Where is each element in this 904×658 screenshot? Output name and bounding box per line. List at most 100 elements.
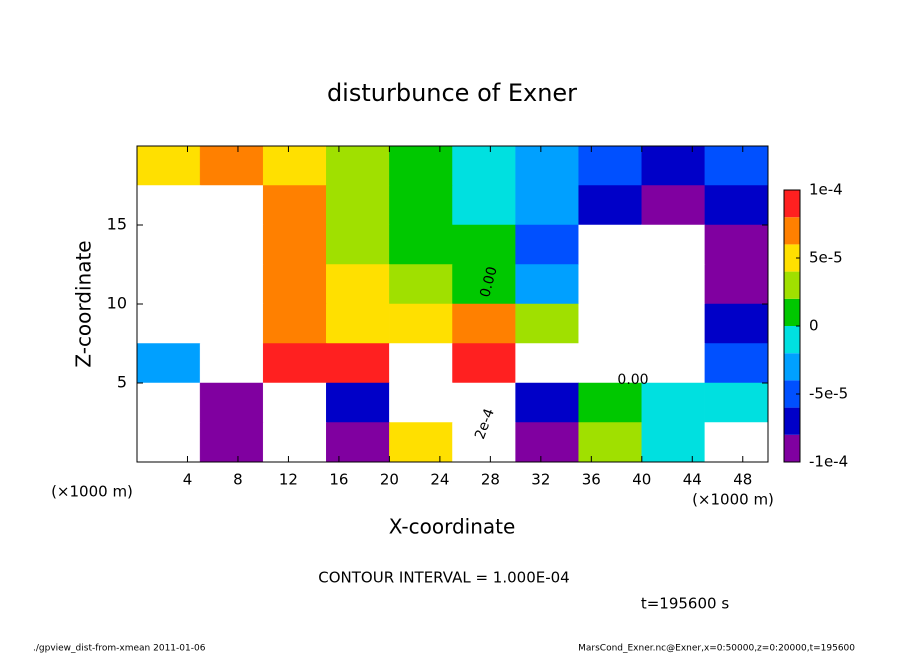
- colorbar-tick-label: 0: [809, 317, 819, 335]
- heat-cell: [641, 422, 706, 463]
- heat-cell: [452, 185, 516, 226]
- colorbar-segment: [784, 407, 800, 435]
- heat-cell: [704, 145, 769, 186]
- x-tick-label: 40: [632, 471, 651, 489]
- heat-cell: [326, 145, 390, 186]
- heat-cell: [136, 422, 201, 463]
- colorbar-segment: [784, 326, 800, 354]
- x-tick-label: 48: [733, 471, 752, 489]
- heat-cell: [199, 145, 264, 186]
- heat-cell: [136, 303, 201, 344]
- heat-cell: [578, 422, 643, 463]
- heat-cell: [326, 264, 390, 305]
- colorbar-tick-label: 1e-4: [809, 181, 843, 199]
- heat-cell: [389, 145, 453, 186]
- heat-cell: [262, 145, 327, 186]
- heat-cell: [389, 224, 453, 265]
- contour-interval: CONTOUR INTERVAL = 1.000E-04: [318, 569, 569, 587]
- heat-cell: [262, 264, 327, 305]
- heat-cell: [452, 303, 516, 344]
- heat-cell: [199, 224, 264, 265]
- chart-title: disturbunce of Exner: [327, 79, 577, 107]
- heat-cell: [262, 422, 327, 463]
- heat-cell: [389, 185, 453, 226]
- heat-cell: [199, 382, 264, 423]
- heat-cell: [578, 382, 643, 423]
- heat-cell: [578, 145, 643, 186]
- heat-cell: [389, 343, 453, 384]
- heat-cell: [136, 264, 201, 305]
- heat-cell: [641, 343, 706, 384]
- colorbar-tick-label: -1e-4: [809, 453, 848, 471]
- contour-label: 0.00: [617, 372, 648, 388]
- x-tick-label: 8: [233, 471, 243, 489]
- heat-cell: [515, 264, 579, 305]
- heat-cell: [452, 422, 516, 463]
- heat-cell: [389, 382, 453, 423]
- x-axis-label: X-coordinate: [389, 515, 516, 539]
- heat-cell: [515, 422, 579, 463]
- y-tick-label: 10: [107, 294, 127, 313]
- heat-cell: [515, 145, 579, 186]
- heat-cell: [641, 145, 706, 186]
- heat-cell: [326, 422, 390, 463]
- heat-cell: [326, 303, 390, 344]
- heat-cell: [704, 264, 769, 305]
- colorbar-segment: [784, 271, 800, 299]
- heat-cell: [136, 382, 201, 423]
- heat-cell: [641, 303, 706, 344]
- heat-cell: [515, 303, 579, 344]
- heat-cell: [199, 422, 264, 463]
- heat-cell: [641, 185, 706, 226]
- x-tick-label: 28: [481, 471, 500, 489]
- heat-cell: [199, 303, 264, 344]
- heat-cell: [704, 224, 769, 265]
- time-label: t=195600 s: [641, 595, 729, 613]
- heat-cell: [704, 303, 769, 344]
- colorbar-segment: [784, 217, 800, 245]
- heat-cell: [515, 343, 579, 384]
- heat-cell: [452, 145, 516, 186]
- heat-cell: [326, 185, 390, 226]
- heat-cell: [136, 224, 201, 265]
- heat-cell: [704, 343, 769, 384]
- heat-cell: [262, 382, 327, 423]
- heat-cell: [578, 185, 643, 226]
- heat-cell: [515, 382, 579, 423]
- footer-right: MarsCond_Exner.nc@Exner,x=0:50000,z=0:20…: [578, 644, 855, 654]
- colorbar-segment: [784, 353, 800, 381]
- heat-cell: [641, 382, 706, 423]
- heat-cell: [641, 264, 706, 305]
- colorbar-segment: [784, 190, 800, 218]
- heat-cell: [136, 343, 201, 384]
- heat-cell: [326, 343, 390, 384]
- heat-cell: [641, 224, 706, 265]
- colorbar-tick-label: 5e-5: [809, 249, 843, 267]
- heat-cell: [136, 185, 201, 226]
- heat-cell: [262, 224, 327, 265]
- x-tick-label: 12: [279, 471, 298, 489]
- colorbar-segment: [784, 380, 800, 408]
- heat-cell: [199, 343, 264, 384]
- heat-cell: [578, 264, 643, 305]
- heat-cell: [704, 422, 769, 463]
- x-tick-label: 16: [329, 471, 348, 489]
- y-unit-label: (×1000 m): [51, 483, 133, 501]
- colorbar-tick-label: -5e-5: [809, 385, 848, 403]
- heat-cell: [326, 382, 390, 423]
- heat-cell: [136, 145, 201, 186]
- heat-cell: [389, 422, 453, 463]
- heat-cell: [326, 224, 390, 265]
- x-tick-label: 36: [582, 471, 601, 489]
- heat-cell: [199, 185, 264, 226]
- heat-cell: [578, 224, 643, 265]
- colorbar-segment: [784, 434, 800, 462]
- heat-cell: [389, 264, 453, 305]
- y-tick-label: 15: [107, 215, 127, 234]
- y-axis-label: Z-coordinate: [72, 240, 96, 367]
- heat-cell: [704, 185, 769, 226]
- heat-cell: [515, 185, 579, 226]
- heat-cell: [515, 224, 579, 265]
- heat-cell: [262, 185, 327, 226]
